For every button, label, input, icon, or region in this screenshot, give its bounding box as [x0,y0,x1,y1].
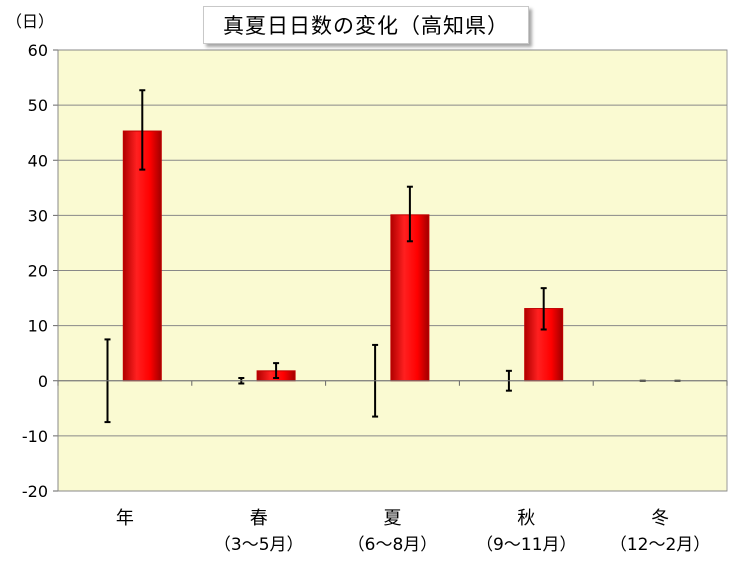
y-axis-unit-label: （日） [6,12,55,31]
x-category-sublabel: （6～8月） [348,535,438,555]
x-category-label: 春 [250,508,268,529]
y-tick-label: 60 [28,41,48,60]
y-tick-label: 20 [28,262,48,281]
y-tick-label: 10 [28,317,48,336]
y-tick-label: 50 [28,96,48,115]
x-category-label: 年 [116,508,134,529]
x-category-label: 冬 [651,508,669,529]
y-tick-label: 30 [28,206,48,225]
x-category-sublabel: （9～11月） [476,535,576,555]
x-category-sublabel: （3～5月） [214,535,304,555]
chart-title: 真夏日日数の変化（高知県） [203,6,529,44]
y-tick-label: 40 [28,151,48,170]
x-category-label: 夏 [384,508,402,529]
y-tick-label: -10 [22,427,48,446]
x-category-sublabel: （12～2月） [610,535,710,555]
y-tick-label: 0 [38,372,48,391]
y-tick-label: -20 [22,482,48,501]
x-category-label: 秋 [517,508,535,529]
